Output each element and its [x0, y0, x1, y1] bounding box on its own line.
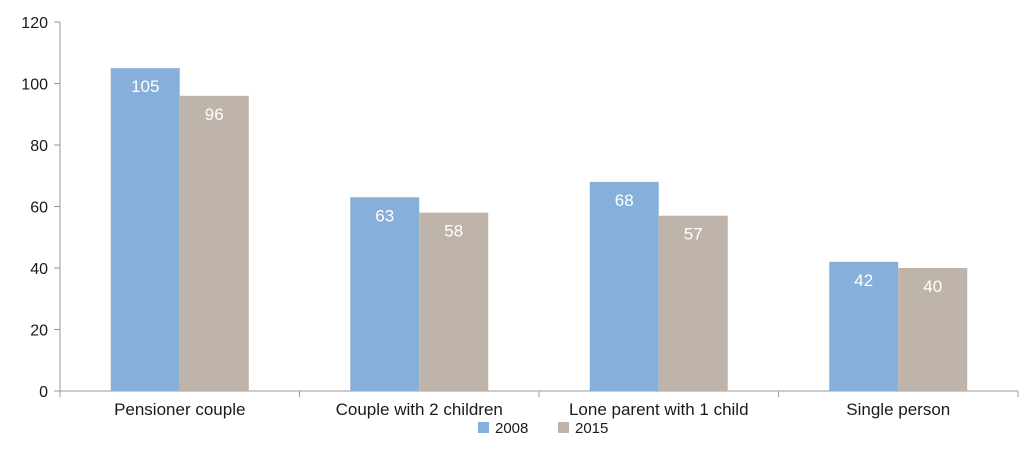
data-labels: 105 63 68 42 96 58 57 40 — [131, 77, 942, 296]
bar-2008-2 — [350, 197, 420, 391]
legend: 2008 2015 — [478, 420, 608, 437]
y-axis: 0 20 40 60 80 100 120 — [21, 15, 61, 401]
data-label: 57 — [684, 225, 703, 244]
bar-2008-3 — [589, 181, 659, 391]
bar-2015-3 — [658, 215, 728, 391]
bar-2015-1 — [179, 95, 249, 392]
data-label: 96 — [205, 105, 224, 124]
y-tick-label: 120 — [21, 15, 48, 32]
data-label: 105 — [131, 77, 159, 96]
x-tick-label: Couple with 2 children — [336, 400, 503, 419]
data-label: 42 — [854, 271, 873, 290]
bar-2015-2 — [419, 212, 489, 391]
data-label: 40 — [923, 277, 942, 296]
x-tick-label: Pensioner couple — [114, 400, 245, 419]
y-tick-label: 40 — [30, 261, 48, 278]
legend-swatch-2015 — [558, 422, 569, 433]
bar-2008-4 — [829, 261, 899, 391]
x-tick-label: Lone parent with 1 child — [569, 400, 749, 419]
data-label: 63 — [375, 206, 394, 225]
legend-label: 2015 — [575, 420, 608, 437]
y-tick-label: 60 — [30, 200, 48, 217]
x-tick-label: Single person — [846, 400, 950, 419]
y-tick-label: 80 — [30, 138, 48, 155]
y-tick-label: 20 — [30, 323, 48, 340]
bar-2015-4 — [898, 268, 968, 391]
y-tick-label: 0 — [39, 384, 48, 401]
bar-2008-1 — [110, 68, 180, 391]
legend-swatch-2008 — [478, 422, 489, 433]
legend-label: 2008 — [495, 420, 528, 437]
bars — [110, 68, 968, 392]
data-label: 68 — [615, 191, 634, 210]
x-axis: Pensioner couple Couple with 2 children Lo… — [59, 390, 1019, 419]
y-tick-label: 100 — [21, 77, 48, 94]
data-label: 58 — [444, 222, 463, 241]
